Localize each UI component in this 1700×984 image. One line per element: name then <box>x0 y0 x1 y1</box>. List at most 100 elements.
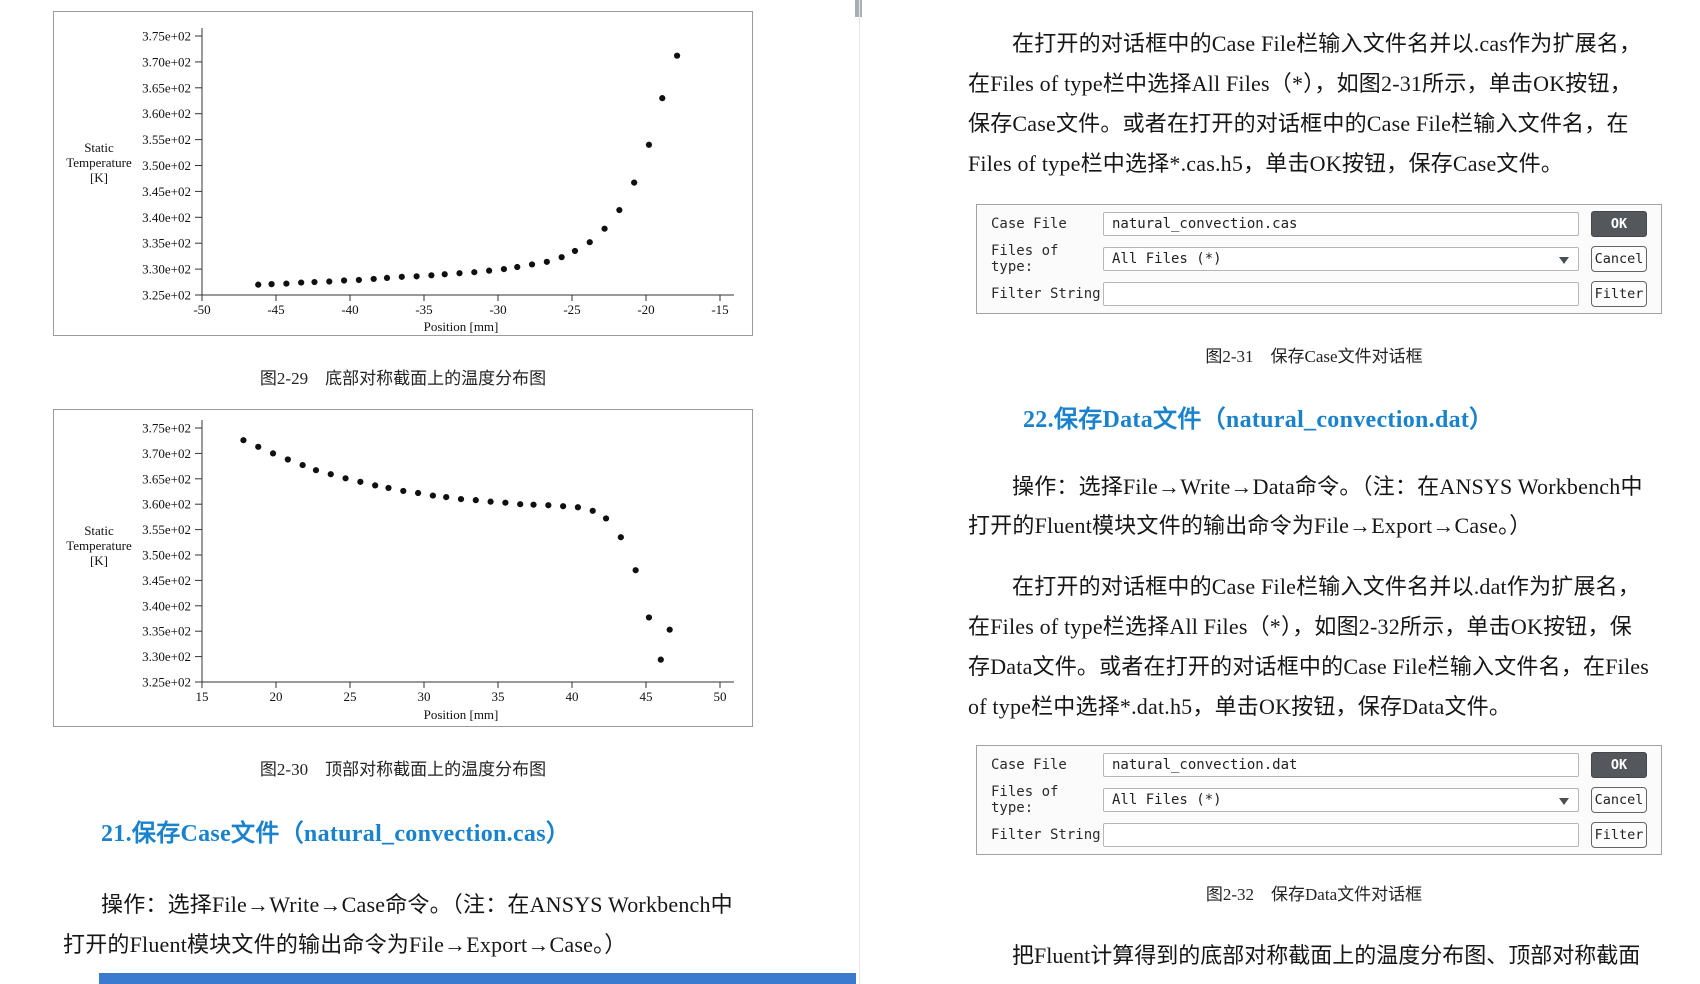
svg-text:3.60e+02: 3.60e+02 <box>142 106 191 121</box>
svg-text:3.65e+02: 3.65e+02 <box>142 471 191 486</box>
svg-text:3.45e+02: 3.45e+02 <box>142 573 191 588</box>
case-file-label: Case File <box>991 216 1067 232</box>
svg-text:Static: Static <box>84 523 114 538</box>
svg-text:3.35e+02: 3.35e+02 <box>142 624 191 639</box>
svg-text:3.65e+02: 3.65e+02 <box>142 80 191 95</box>
save-case-dialog: Case File natural_convection.cas OK File… <box>976 204 1662 314</box>
files-of-type-value: All Files (*) <box>1112 792 1222 808</box>
page-divider <box>859 0 860 984</box>
figure-2-31-caption: 图2-31 保存Case文件对话框 <box>1205 346 1423 366</box>
case-file-input[interactable]: natural_convection.cas <box>1103 212 1579 236</box>
svg-text:15: 15 <box>196 689 209 704</box>
files-of-type-row: Files of type: All Files (*) Cancel <box>991 243 1647 275</box>
filter-string-label: Filter String <box>991 827 1101 843</box>
section-heading-22: 22.保存Data文件（natural_convection.dat） <box>1023 406 1494 433</box>
paragraph-line: 操作：选择File→Write→Case命令。（注：在ANSYS Workben… <box>101 892 733 917</box>
filter-button[interactable]: Filter <box>1591 822 1647 848</box>
cancel-button[interactable]: Cancel <box>1591 246 1647 272</box>
paragraph-line: 在打开的对话框中的Case File栏输入文件名并以.cas作为扩展名， <box>1012 31 1642 56</box>
svg-text:35: 35 <box>492 689 505 704</box>
svg-text:40: 40 <box>566 689 579 704</box>
save-data-dialog: Case File natural_convection.dat OK File… <box>976 745 1662 855</box>
ok-button[interactable]: OK <box>1591 752 1647 778</box>
svg-text:3.60e+02: 3.60e+02 <box>142 497 191 512</box>
paragraph-line: 在Files of type栏选择All Files（*），如图2-32所示，单… <box>968 614 1632 639</box>
svg-text:[K]: [K] <box>90 553 108 568</box>
svg-text:20: 20 <box>270 689 283 704</box>
svg-text:3.25e+02: 3.25e+02 <box>142 675 191 690</box>
svg-text:-15: -15 <box>711 302 728 317</box>
dropdown-arrow-icon[interactable] <box>1559 257 1569 264</box>
paragraph-line: 存Data文件。或者在打开的对话框中的Case File栏输入文件名，在File… <box>968 654 1650 679</box>
svg-text:-20: -20 <box>637 302 654 317</box>
svg-text:50: 50 <box>714 689 727 704</box>
paragraph-line: 在打开的对话框中的Case File栏输入文件名并以.dat作为扩展名， <box>1012 574 1641 599</box>
svg-text:3.50e+02: 3.50e+02 <box>142 158 191 173</box>
files-of-type-dropdown[interactable]: All Files (*) <box>1103 788 1579 812</box>
paragraph-fluent-results: 把Fluent计算得到的底部对称截面上的温度分布图、顶部对称截面 <box>1012 943 1641 968</box>
paragraph-save-data-operation: 操作：选择File→Write→Data命令。（注：在ANSYS Workben… <box>968 465 1643 543</box>
filter-button[interactable]: Filter <box>1591 281 1647 307</box>
paragraph-line: Files of type栏中选择*.cas.h5，单击OK按钮，保存Case文… <box>968 151 1564 176</box>
svg-text:Position [mm]: Position [mm] <box>424 707 499 722</box>
paragraph-case-file-instructions: 在打开的对话框中的Case File栏输入文件名并以.cas作为扩展名， 在Fi… <box>968 22 1641 182</box>
paragraph-line: 操作：选择File→Write→Data命令。（注：在ANSYS Workben… <box>1012 473 1643 499</box>
dropdown-arrow-icon[interactable] <box>1559 798 1569 805</box>
svg-text:-35: -35 <box>415 302 432 317</box>
svg-text:Temperature: Temperature <box>66 155 132 170</box>
svg-text:-45: -45 <box>267 302 284 317</box>
ok-button[interactable]: OK <box>1591 211 1647 237</box>
case-file-input[interactable]: natural_convection.dat <box>1103 753 1579 777</box>
figure-2-29-chart-frame: 3.25e+02 3.30e+02 3.35e+02 3.40e+02 3.45e+02… <box>53 11 753 336</box>
svg-text:3.45e+02: 3.45e+02 <box>142 184 191 199</box>
svg-text:-25: -25 <box>563 302 580 317</box>
figure-2-30-caption: 图2-30 顶部对称截面上的温度分布图 <box>259 759 547 779</box>
case-file-row: Case File natural_convection.dat OK <box>991 752 1647 778</box>
paragraph-data-file-instructions: 在打开的对话框中的Case File栏输入文件名并以.dat作为扩展名， 在Fi… <box>968 565 1649 725</box>
svg-text:3.75e+02: 3.75e+02 <box>142 421 191 436</box>
svg-text:[K]: [K] <box>90 170 108 185</box>
svg-text:-30: -30 <box>489 302 506 317</box>
files-of-type-dropdown[interactable]: All Files (*) <box>1103 247 1579 271</box>
svg-text:Temperature: Temperature <box>66 538 132 553</box>
figure-2-30-chart-frame: 3.25e+02 3.30e+02 3.35e+02 3.40e+02 3.45e+02… <box>53 409 753 727</box>
files-of-type-label: Files of type: <box>991 243 1059 275</box>
figure-2-32-caption: 图2-32 保存Data文件对话框 <box>1205 884 1423 904</box>
svg-text:3.75e+02: 3.75e+02 <box>142 29 191 44</box>
case-file-row: Case File natural_convection.cas OK <box>991 211 1647 237</box>
files-of-type-row: Files of type: All Files (*) Cancel <box>991 784 1647 816</box>
svg-text:Static: Static <box>84 140 114 155</box>
clipped-next-heading-bar <box>99 973 856 984</box>
filter-string-row: Filter String Filter <box>991 822 1647 848</box>
cancel-button[interactable]: Cancel <box>1591 787 1647 813</box>
svg-text:3.50e+02: 3.50e+02 <box>142 548 191 563</box>
svg-text:3.30e+02: 3.30e+02 <box>142 262 191 277</box>
svg-text:-40: -40 <box>341 302 358 317</box>
svg-text:3.55e+02: 3.55e+02 <box>142 132 191 147</box>
bottom-section-temperature-chart: 3.25e+02 3.30e+02 3.35e+02 3.40e+02 3.45e+02… <box>66 28 734 334</box>
svg-text:3.70e+02: 3.70e+02 <box>142 446 191 461</box>
files-of-type-value: All Files (*) <box>1112 251 1222 267</box>
top-section-temperature-chart: 3.25e+02 3.30e+02 3.35e+02 3.40e+02 3.45e+02… <box>66 420 734 722</box>
svg-text:3.25e+02: 3.25e+02 <box>142 288 191 303</box>
filter-string-label: Filter String <box>991 286 1101 302</box>
svg-text:-50: -50 <box>193 302 210 317</box>
svg-text:45: 45 <box>640 689 653 704</box>
filter-string-input[interactable] <box>1103 282 1579 306</box>
paragraph-save-case: 操作：选择File→Write→Case命令。（注：在ANSYS Workben… <box>63 883 733 963</box>
filter-string-input[interactable] <box>1103 823 1579 847</box>
svg-text:3.35e+02: 3.35e+02 <box>142 236 191 251</box>
svg-text:30: 30 <box>418 689 431 704</box>
svg-text:3.40e+02: 3.40e+02 <box>142 598 191 613</box>
svg-text:3.40e+02: 3.40e+02 <box>142 210 191 225</box>
svg-text:3.30e+02: 3.30e+02 <box>142 649 191 664</box>
section-heading-21: 21.保存Case文件（natural_convection.cas） <box>101 820 571 847</box>
paragraph-line: 打开的Fluent模块文件的输出命令为File→Export→Case。） <box>968 512 1532 538</box>
page-gap-top-marker <box>855 0 862 17</box>
paragraph-line: of type栏中选择*.dat.h5，单击OK按钮，保存Data文件。 <box>968 694 1512 719</box>
files-of-type-label: Files of type: <box>991 784 1059 816</box>
svg-text:3.70e+02: 3.70e+02 <box>142 54 191 69</box>
svg-text:25: 25 <box>344 689 357 704</box>
paragraph-line: 保存Case文件。或者在打开的对话框中的Case File栏输入文件名，在 <box>968 111 1629 136</box>
